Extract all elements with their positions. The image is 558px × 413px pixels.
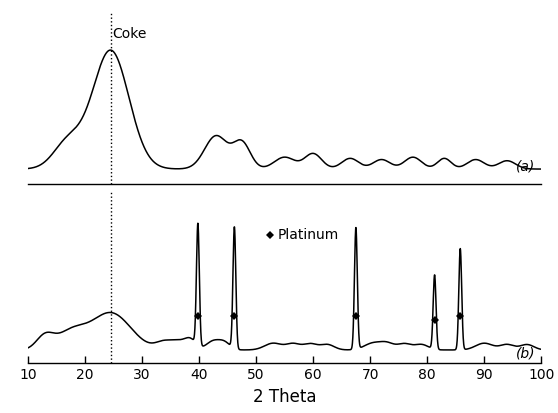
Text: Platinum: Platinum [278, 228, 339, 242]
Text: Coke: Coke [112, 26, 147, 40]
Text: (b): (b) [516, 346, 536, 360]
Text: (a): (a) [516, 160, 536, 174]
X-axis label: 2 Theta: 2 Theta [253, 388, 316, 406]
